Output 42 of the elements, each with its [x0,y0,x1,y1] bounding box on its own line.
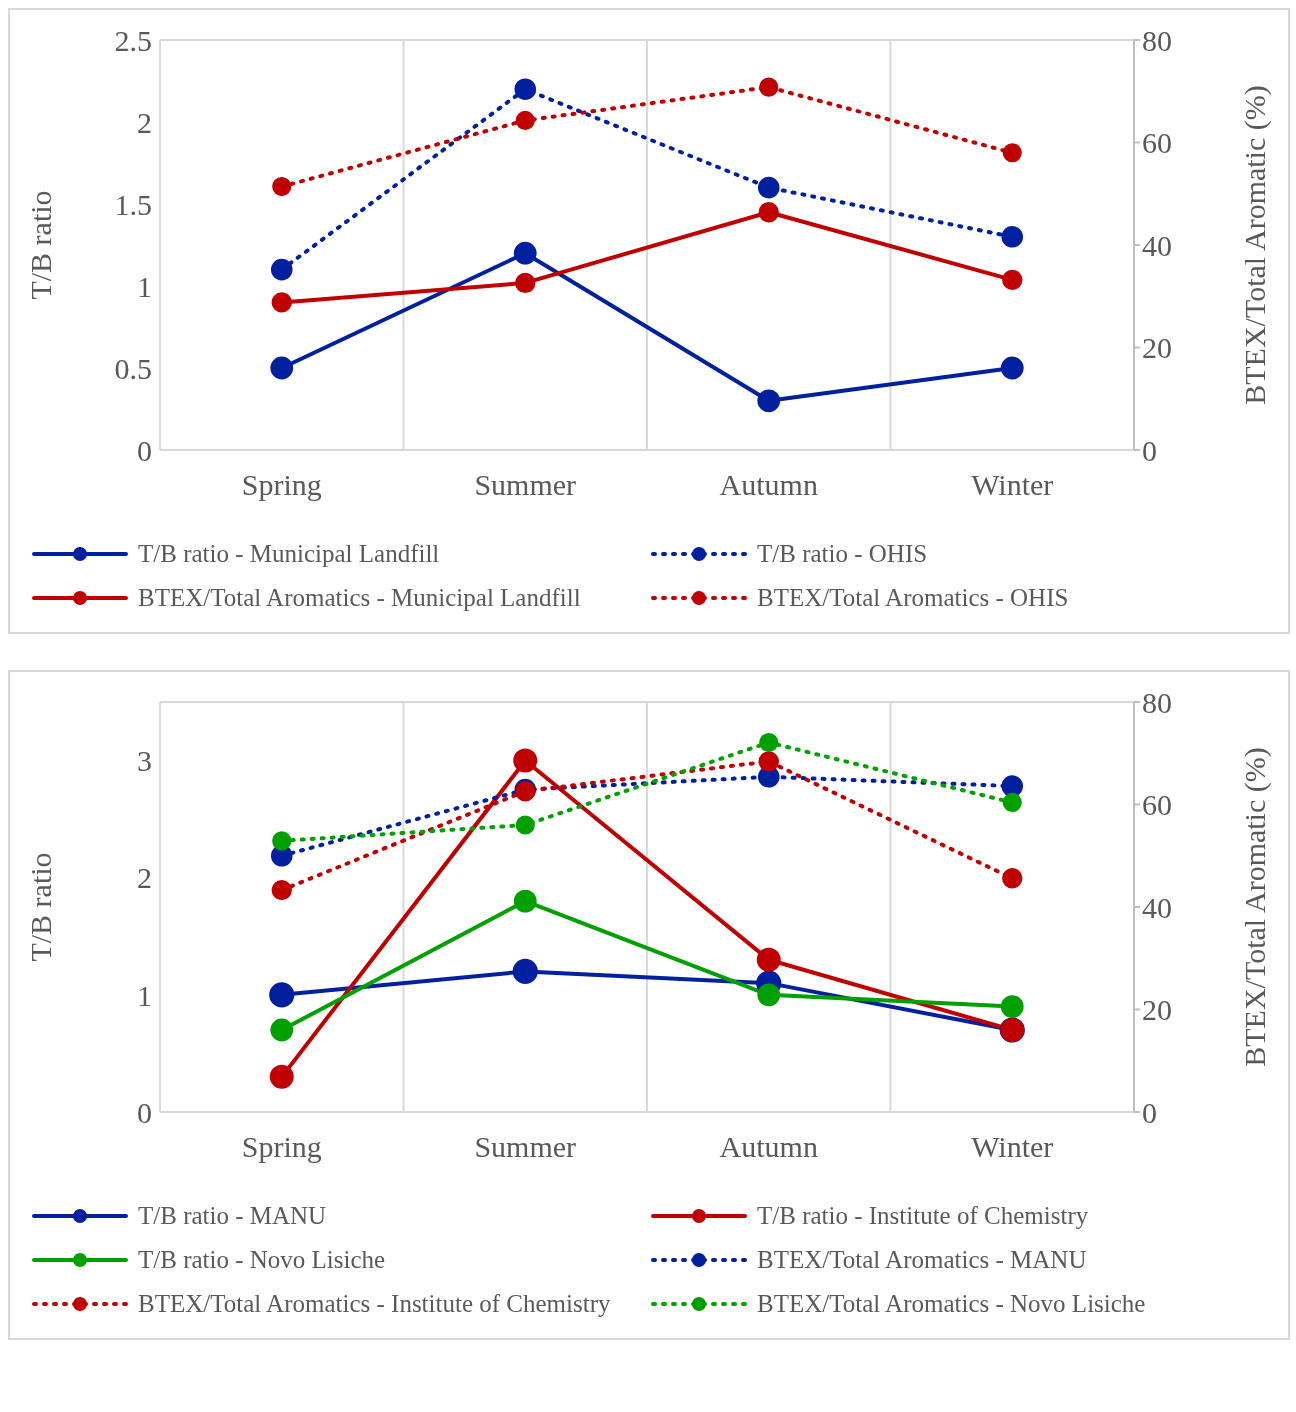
x-tick-label: Autumn [719,1130,818,1164]
y-tick-label: 0 [137,433,152,467]
x-tick-label: Summer [474,468,577,502]
y-tick-label: 1.5 [114,187,152,221]
x-tick-label: Spring [241,468,322,502]
y-tick-label: 1 [137,978,152,1012]
legend-label: T/B ratio - Novo Lisiche [138,1246,386,1274]
legend-label: BTEX/Total Aromatics - Novo Lisiche [757,1290,1146,1318]
x-tick-label: Winter [971,1130,1054,1164]
y2-axis-title: BTEX/Total Aromatic (%) [1237,747,1272,1067]
legend-label: T/B ratio - MANU [138,1202,327,1230]
y-tick-label: 2.5 [114,23,152,57]
x-tick-label: Summer [474,1130,577,1164]
y2-tick-label: 20 [1142,331,1172,365]
y2-tick-label: 60 [1142,126,1172,160]
y2-tick-label: 20 [1142,993,1172,1027]
y2-tick-label: 80 [1142,23,1172,57]
x-tick-label: Autumn [719,468,818,502]
y-tick-label: 2 [137,105,152,139]
y-tick-label: 0.5 [114,351,152,385]
y2-tick-label: 40 [1142,228,1172,262]
legend-label: BTEX/Total Aromatics - Municipal Landfill [138,584,581,612]
legend-label: BTEX/Total Aromatics - MANU [757,1246,1087,1274]
y2-tick-label: 0 [1142,433,1157,467]
legend-label: T/B ratio - OHIS [757,540,928,568]
y-tick-label: 0 [137,1095,152,1129]
x-tick-label: Winter [971,468,1054,502]
y2-tick-label: 40 [1142,890,1172,924]
legend-label: BTEX/Total Aromatics - Institute of Chemistry [138,1290,611,1318]
y-axis-title: T/B ratio [23,190,57,300]
y-tick-label: 3 [137,744,152,778]
y2-tick-label: 80 [1142,685,1172,719]
y2-tick-label: 0 [1142,1095,1157,1129]
legend-label: T/B ratio - Institute of Chemistry [757,1202,1089,1230]
x-tick-label: Spring [241,1130,322,1164]
legend-label: BTEX/Total Aromatics - OHIS [757,584,1069,612]
y-tick-label: 1 [137,269,152,303]
y2-tick-label: 60 [1142,788,1172,822]
legend-label: T/B ratio - Municipal Landfill [138,540,440,568]
y2-axis-title: BTEX/Total Aromatic (%) [1237,85,1272,405]
y-axis-title: T/B ratio [23,852,57,962]
y-tick-label: 2 [137,861,152,895]
